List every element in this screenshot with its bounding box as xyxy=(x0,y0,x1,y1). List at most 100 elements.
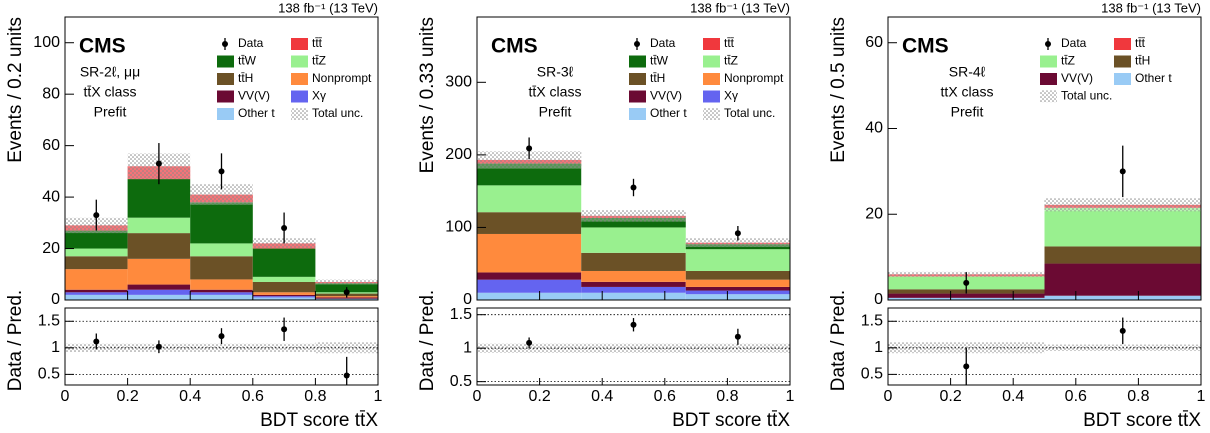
stack-segment xyxy=(477,279,582,293)
x-tick-label: 1 xyxy=(374,388,383,405)
ratio-y-tick-label: 0.5 xyxy=(450,373,472,390)
legend-swatch xyxy=(1045,41,1051,47)
ratio-point xyxy=(630,321,637,328)
legend-label: VV(V) xyxy=(650,89,682,103)
stack-segment xyxy=(65,248,128,257)
stack-segment xyxy=(252,296,316,298)
y-tick-label: 100 xyxy=(445,219,472,236)
data-point xyxy=(1119,168,1126,175)
y-tick-label: 60 xyxy=(42,137,60,154)
ratio-uncertainty-band xyxy=(685,343,790,353)
stack-segment xyxy=(581,270,686,282)
lumi-label: 138 fb⁻¹ (13 TeV) xyxy=(278,0,378,15)
legend-swatch xyxy=(1114,55,1131,68)
ratio-point xyxy=(93,338,100,345)
ratio-point xyxy=(526,339,533,346)
legend-swatch xyxy=(217,73,234,85)
ratio-point xyxy=(155,343,162,350)
legend-label: tt̄H xyxy=(1135,54,1150,68)
stack-segment xyxy=(127,217,191,234)
ratio-y-axis-label: Data / Pred. xyxy=(417,290,438,391)
region-label: SR-4ℓ xyxy=(949,64,986,80)
stack-segment xyxy=(581,286,686,293)
stack-segment xyxy=(477,292,582,300)
lumi-label: 138 fb⁻¹ (13 TeV) xyxy=(690,0,790,15)
legend-label: VV(V) xyxy=(238,89,270,103)
ratio-y-tick-label: 1.5 xyxy=(861,312,883,329)
ratio-y-axis-label: Data / Pred. xyxy=(5,290,26,391)
x-tick-label: 0.4 xyxy=(1002,388,1024,405)
stack-segment xyxy=(315,297,378,299)
legend-swatch xyxy=(703,38,720,50)
legend-label: tt̄t̄ xyxy=(1135,36,1146,50)
x-tick-label: 0 xyxy=(884,388,893,405)
lumi-label: 138 fb⁻¹ (13 TeV) xyxy=(1101,0,1201,15)
stack-segment xyxy=(190,294,253,300)
legend-swatch xyxy=(703,55,720,68)
main-frame xyxy=(64,16,379,301)
legend-label: Xγ xyxy=(312,89,326,103)
legend-label: Nonprompt xyxy=(312,71,372,85)
legend-swatch xyxy=(291,38,308,50)
stack-segment xyxy=(252,248,316,277)
x-tick-label: 0.6 xyxy=(654,388,676,405)
y-tick-label: 0 xyxy=(874,291,883,308)
legend-label: tt̄H xyxy=(238,71,253,85)
experiment-label: CMS xyxy=(902,35,949,58)
legend-label: Total unc. xyxy=(724,106,775,120)
stack-segment xyxy=(477,272,582,280)
main-frame xyxy=(476,16,791,301)
legend-label: Data xyxy=(650,36,676,50)
legend-swatch xyxy=(291,55,308,68)
x-axis-label: BDT score tt̄X xyxy=(260,410,378,431)
stack-segment xyxy=(888,297,1045,300)
legend-label: Other t xyxy=(238,106,275,120)
legend-label: tt̄Z xyxy=(724,54,738,68)
y-axis-label: Events / 0.2 units xyxy=(5,17,26,163)
region-label: SR-3ℓ xyxy=(537,64,574,80)
stack-segment xyxy=(65,230,128,249)
stack-segment xyxy=(252,292,316,295)
region-label: tt̄X class xyxy=(529,84,582,100)
stack-segment xyxy=(1044,207,1201,247)
legend-label: tt̄H xyxy=(650,71,665,85)
stack-segment xyxy=(65,294,128,300)
stack-segment xyxy=(252,297,316,300)
legend-label: VV(V) xyxy=(1061,71,1093,85)
y-tick-label: 60 xyxy=(865,34,883,51)
stack-segment xyxy=(65,292,128,295)
y-axis-label: Events / 0.5 units xyxy=(828,17,849,163)
stack-segment xyxy=(252,281,316,293)
legend-swatch xyxy=(1040,90,1057,103)
legend-swatch xyxy=(217,108,234,120)
x-axis-label: BDT score tt̄X xyxy=(672,410,790,431)
y-tick-label: 20 xyxy=(865,205,883,222)
stack-segment xyxy=(581,292,686,300)
main-plot xyxy=(65,143,378,300)
stack-segment xyxy=(477,233,582,273)
main-frame xyxy=(887,16,1202,301)
legend-label: Total unc. xyxy=(1061,89,1112,103)
legend-swatch xyxy=(629,108,646,120)
stack-segment xyxy=(581,281,686,287)
data-point xyxy=(343,289,350,296)
stack-segment xyxy=(477,185,582,213)
legend-swatch xyxy=(634,41,640,47)
legend-label: tt̄t̄ xyxy=(312,36,323,50)
x-tick-label: 1 xyxy=(1197,388,1206,405)
main-plot xyxy=(477,137,790,300)
legend-swatch xyxy=(1040,55,1057,68)
legend-label: tt̄W xyxy=(238,54,257,68)
region-label: Prefit xyxy=(94,104,127,120)
x-tick-label: 0.6 xyxy=(1065,388,1087,405)
ratio-y-tick-label: 1.5 xyxy=(450,306,472,323)
data-point xyxy=(93,212,100,219)
region-label: Prefit xyxy=(951,104,984,120)
stack-segment xyxy=(65,256,128,270)
legend-swatch xyxy=(291,90,308,103)
x-tick-label: 0 xyxy=(61,388,70,405)
ratio-point xyxy=(1119,327,1126,334)
ratio-point xyxy=(218,333,225,340)
